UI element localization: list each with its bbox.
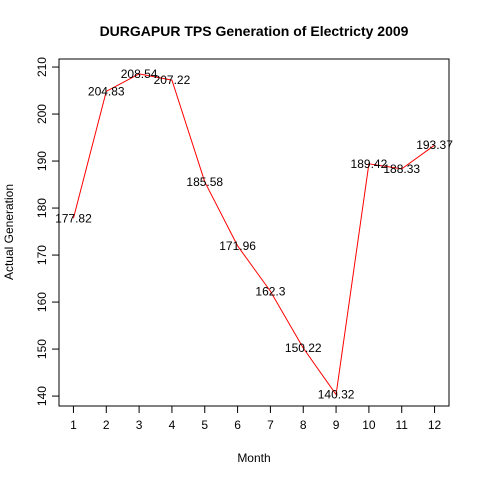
y-tick-label: 180 (35, 198, 49, 218)
x-tick-label: 8 (300, 418, 307, 432)
data-label: 189.42 (351, 157, 388, 171)
data-label: 204.83 (88, 84, 125, 98)
y-axis-label: Actual Generation (2, 184, 16, 280)
x-tick-label: 6 (234, 418, 241, 432)
y-tick-label: 140 (35, 386, 49, 406)
y-axis: 140 150 160 170 180 190 200 210 (35, 57, 60, 406)
x-tick-label: 12 (428, 418, 442, 432)
data-label: 188.33 (383, 162, 420, 176)
data-label: 140.32 (318, 388, 355, 402)
data-label: 207.22 (154, 73, 191, 87)
y-tick-label: 210 (35, 57, 49, 77)
x-tick-label: 5 (201, 418, 208, 432)
y-tick-label: 150 (35, 339, 49, 359)
x-axis: 1 2 3 4 5 6 7 8 9 10 11 12 (70, 405, 442, 432)
x-tick-label: 4 (169, 418, 176, 432)
plot-frame (58, 58, 450, 407)
x-tick-label: 10 (362, 418, 376, 432)
series-line (72, 73, 435, 396)
data-label: 208.54 (121, 67, 158, 81)
x-tick-label: 2 (103, 418, 110, 432)
x-tick-label: 11 (395, 418, 408, 432)
y-tick-label: 160 (35, 292, 49, 312)
x-axis-label: Month (237, 451, 270, 465)
data-label: 185.58 (186, 175, 223, 189)
y-tick-label: 190 (35, 151, 49, 171)
chart-title: DURGAPUR TPS Generation of Electricty 20… (100, 23, 409, 39)
data-label: 150.22 (285, 341, 322, 355)
data-label: 162.3 (255, 284, 285, 298)
x-tick-label: 9 (333, 418, 340, 432)
y-tick-label: 170 (35, 245, 49, 265)
data-label: 171.96 (219, 239, 256, 253)
data-label: 177.82 (55, 211, 92, 225)
data-label: 193.37 (416, 138, 453, 152)
x-tick-label: 1 (70, 418, 77, 432)
x-tick-label: 3 (136, 418, 143, 432)
x-tick-label: 7 (267, 418, 274, 432)
y-tick-label: 200 (35, 104, 49, 124)
